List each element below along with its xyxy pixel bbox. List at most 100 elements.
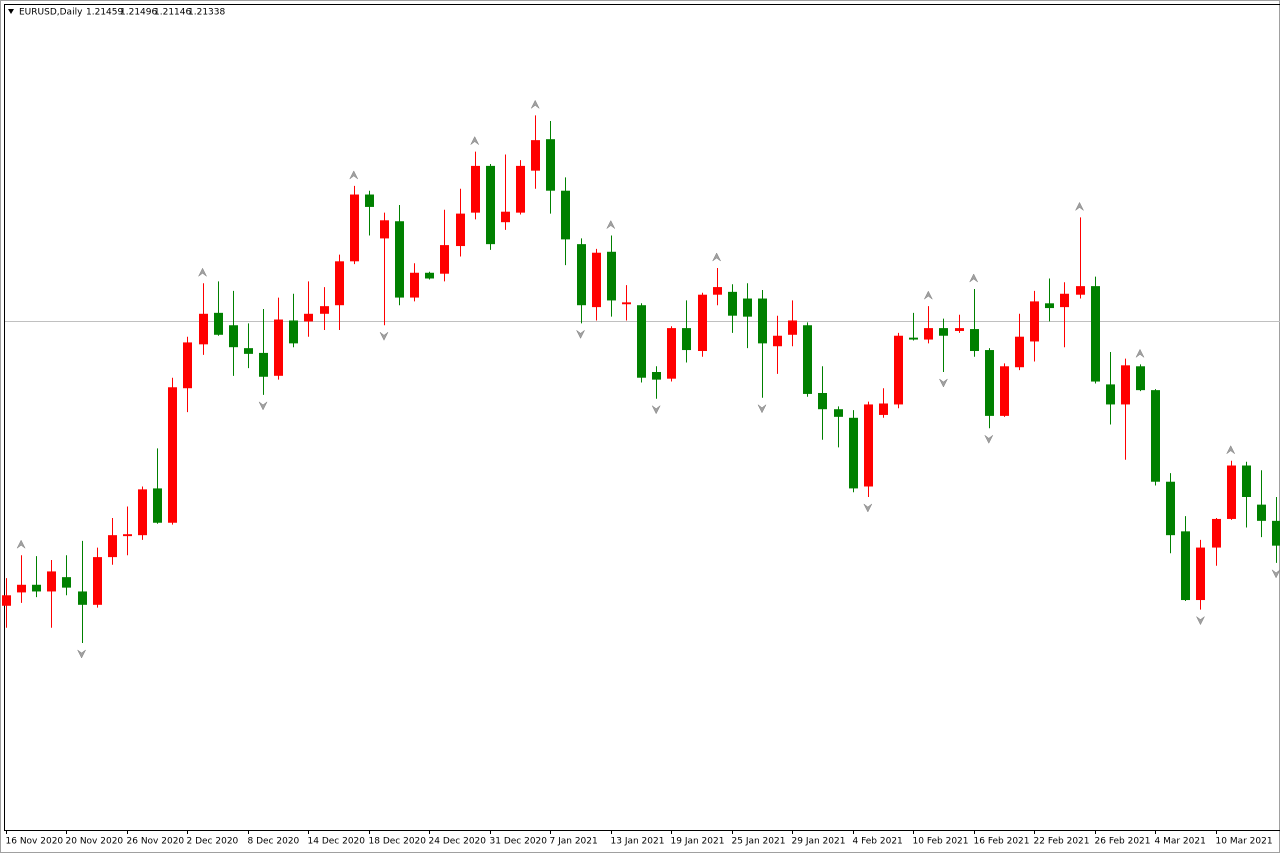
candle-body: [456, 213, 465, 247]
candle-body: [939, 328, 948, 336]
fractal-up: [470, 136, 479, 145]
candle-body: [909, 337, 918, 340]
fractal-up: [712, 252, 721, 262]
candle-body: [108, 535, 117, 558]
candle-body: [425, 272, 434, 279]
candle-body: [773, 335, 782, 347]
candle-body: [803, 325, 812, 394]
x-tick-label: 4 Feb 2021: [853, 837, 903, 847]
fractal-up: [606, 219, 616, 229]
header-price: 1.21146: [154, 8, 191, 18]
fractal-down: [984, 435, 994, 444]
header-price: 1.21459: [86, 8, 123, 18]
candle-body: [1060, 293, 1069, 308]
candle-body: [1212, 518, 1221, 548]
candle-body: [78, 591, 87, 605]
candle-body: [1045, 303, 1054, 309]
x-tick-label: 26 Nov 2020: [127, 837, 185, 847]
x-tick-label: 24 Dec 2020: [429, 837, 487, 847]
x-tick-label: 20 Nov 2020: [66, 837, 124, 847]
fractal-down: [576, 330, 585, 339]
candle-body: [955, 328, 964, 331]
candle-body: [788, 320, 797, 335]
candle-body: [818, 392, 827, 410]
candle-body: [743, 298, 752, 317]
candle-body: [637, 305, 646, 378]
candle-body: [531, 140, 540, 171]
candle-body: [652, 371, 661, 380]
x-tick-label: 18 Dec 2020: [369, 837, 427, 847]
x-tick-label: 2 Dec 2020: [187, 837, 239, 847]
candle-body: [320, 306, 329, 314]
candle-body: [985, 350, 994, 416]
candle-body: [577, 244, 586, 306]
candle-body: [365, 194, 374, 207]
fractal-down: [379, 332, 389, 341]
candle-body: [1181, 531, 1190, 601]
candle-body: [758, 298, 767, 344]
candle-body: [713, 287, 722, 295]
x-tick-label: 31 Dec 2020: [490, 837, 548, 847]
fractal-down: [258, 401, 268, 411]
fractal-down: [1271, 569, 1280, 579]
candle-body: [1091, 286, 1100, 382]
x-tick-label: 26 Feb 2021: [1095, 837, 1151, 847]
candle-body: [1030, 301, 1039, 342]
candle-body: [546, 139, 555, 191]
candle-body: [561, 190, 570, 240]
candle-body: [471, 165, 480, 213]
fractal-down: [939, 378, 948, 388]
x-tick-label: 7 Jan 2021: [550, 837, 598, 847]
x-tick-label: 22 Feb 2021: [1034, 837, 1090, 847]
candle-body: [667, 328, 676, 379]
candle-body: [682, 328, 691, 351]
candle-body: [607, 251, 616, 301]
header-price: 1.21496: [120, 8, 157, 18]
candle-body: [849, 417, 858, 489]
candle-body: [62, 577, 71, 588]
candle-body: [183, 342, 192, 389]
candle-body: [728, 291, 737, 316]
candle-body: [410, 272, 419, 298]
candle-body: [1000, 366, 1009, 416]
fractal-down: [757, 404, 767, 414]
candle-body: [879, 403, 888, 415]
candle-body: [259, 352, 268, 377]
candle-body: [1136, 366, 1145, 391]
fractal-up: [1135, 348, 1145, 358]
fractal-down: [863, 503, 873, 513]
candle-body: [1106, 384, 1115, 405]
candle-body: [380, 220, 389, 239]
fractal-down: [651, 405, 661, 415]
fractal-up: [924, 290, 933, 300]
candle-body: [304, 313, 313, 322]
candle-body: [924, 328, 933, 340]
candle-body: [138, 489, 147, 536]
candle-body: [834, 409, 843, 417]
candle-body: [864, 404, 873, 487]
x-tick-label: 16 Nov 2020: [6, 837, 64, 847]
candle-body: [123, 534, 132, 537]
candle-body: [622, 302, 631, 305]
candle-body: [214, 312, 223, 335]
fractal-up: [1226, 445, 1235, 454]
candle-body: [516, 165, 525, 213]
fractal-up: [530, 99, 540, 109]
symbol-title: EURUSD,Daily: [19, 8, 83, 18]
candle-body: [1121, 365, 1130, 405]
candle-body: [244, 348, 253, 354]
fractal-up: [16, 539, 26, 549]
candle-body: [440, 245, 449, 274]
candle-body: [486, 165, 495, 245]
candle-body: [47, 571, 56, 592]
x-tick-label: 4 Mar 2021: [1155, 837, 1206, 847]
header-dropdown-icon[interactable]: [8, 9, 14, 14]
candle-body: [1196, 547, 1205, 601]
candle-body: [698, 294, 707, 352]
candle-body: [1242, 465, 1251, 497]
x-tick-label: 29 Jan 2021: [792, 837, 846, 847]
fractal-down: [1196, 616, 1205, 626]
candle-body: [153, 488, 162, 523]
